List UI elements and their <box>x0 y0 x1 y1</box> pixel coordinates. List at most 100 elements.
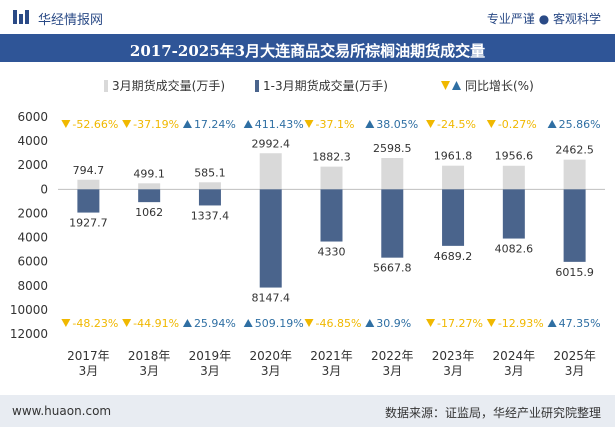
data-label-monthly: 794.7 <box>73 164 105 177</box>
yoy-cumulative-label: -17.27% <box>437 317 483 330</box>
data-label-monthly: 1961.8 <box>434 150 473 163</box>
x-tick-label: 3月 <box>139 364 159 378</box>
data-label-cumulative: 4330 <box>318 246 346 259</box>
y-tick-label: 10000 <box>10 303 48 317</box>
legend-down-triangle-icon <box>441 81 450 90</box>
footer-source: 数据来源：证监局，华经产业研究院整理 <box>384 406 601 420</box>
y-tick-label: 6000 <box>17 255 48 269</box>
y-tick-label: 4000 <box>17 134 48 148</box>
data-label-monthly: 499.1 <box>133 167 165 180</box>
yoy-cumulative-down-triangle-icon <box>122 319 132 327</box>
y-tick-label: 6000 <box>17 110 48 124</box>
yoy-monthly-label: -37.1% <box>316 118 355 131</box>
data-label-cumulative: 4082.6 <box>495 243 534 256</box>
data-label-cumulative: 8147.4 <box>251 292 290 305</box>
yoy-cumulative-down-triangle-icon <box>304 319 314 327</box>
footer-bar <box>0 395 615 427</box>
yoy-monthly-label: 411.43% <box>255 118 304 131</box>
bar-monthly <box>198 182 221 190</box>
yoy-monthly-label: -37.19% <box>133 118 179 131</box>
x-tick-label: 2025年 <box>553 349 596 363</box>
yoy-cumulative-label: -48.23% <box>72 317 118 330</box>
yoy-monthly-label: -24.5% <box>437 118 476 131</box>
data-label-cumulative: 5667.8 <box>373 262 412 275</box>
legend-label-cumulative: 1-3月期货成交量(万手) <box>263 78 388 93</box>
yoy-monthly-label: -0.27% <box>498 118 537 131</box>
data-label-monthly: 1882.3 <box>312 151 351 164</box>
yoy-cumulative-down-triangle-icon <box>426 319 436 327</box>
bar-cumulative <box>381 189 404 258</box>
legend-label-yoy: 同比增长(%) <box>465 79 534 93</box>
footer-site: www.huaon.com <box>12 404 112 418</box>
chart-title: 2017-2025年3月大连商品交易所棕榈油期货成交量 <box>129 42 486 60</box>
data-label-cumulative: 1062 <box>135 206 163 219</box>
yoy-monthly-up-triangle-icon <box>182 120 192 128</box>
x-tick-label: 2020年 <box>249 349 292 363</box>
yoy-monthly-up-triangle-icon <box>547 120 557 128</box>
yoy-monthly-down-triangle-icon <box>304 120 314 128</box>
yoy-cumulative-label: 30.9% <box>376 317 411 330</box>
yoy-cumulative-up-triangle-icon <box>365 319 375 327</box>
x-tick-label: 2021年 <box>310 349 353 363</box>
data-label-monthly: 585.1 <box>194 166 226 179</box>
yoy-cumulative-label: 25.94% <box>194 317 236 330</box>
x-tick-label: 3月 <box>443 364 463 378</box>
title-bar <box>0 34 615 62</box>
legend-up-triangle-icon <box>452 81 461 90</box>
x-tick-label: 2023年 <box>432 349 475 363</box>
x-tick-label: 3月 <box>79 364 99 378</box>
x-tick-label: 2022年 <box>371 349 414 363</box>
bar-monthly <box>381 158 404 190</box>
yoy-monthly-label: 38.05% <box>376 118 418 131</box>
y-tick-label: 2000 <box>17 206 48 220</box>
x-tick-label: 2019年 <box>189 349 232 363</box>
huajing-logo-icon <box>13 10 29 24</box>
data-label-monthly: 2992.4 <box>251 137 290 150</box>
bar-monthly <box>259 153 282 190</box>
x-tick-label: 2017年 <box>67 349 110 363</box>
yoy-cumulative-label: 47.35% <box>559 317 601 330</box>
yoy-cumulative-label: -44.91% <box>133 317 179 330</box>
bar-monthly <box>442 165 465 190</box>
yoy-cumulative-label: -12.93% <box>498 317 544 330</box>
yoy-cumulative-down-triangle-icon <box>486 319 496 327</box>
y-tick-label: 0 <box>40 182 48 196</box>
y-tick-label: 2000 <box>17 158 48 172</box>
data-label-cumulative: 1927.7 <box>69 217 108 230</box>
bar-monthly <box>502 165 525 190</box>
data-label-monthly: 2462.5 <box>555 144 594 157</box>
legend-swatch-cumulative <box>255 80 259 92</box>
bar-monthly <box>320 166 343 190</box>
bar-cumulative <box>138 189 161 203</box>
yoy-cumulative-up-triangle-icon <box>547 319 557 327</box>
yoy-cumulative-up-triangle-icon <box>243 319 253 327</box>
legend-swatch-monthly <box>104 80 108 92</box>
yoy-cumulative-down-triangle-icon <box>61 319 71 327</box>
bar-cumulative <box>320 189 343 242</box>
x-tick-label: 3月 <box>504 364 524 378</box>
data-label-cumulative: 4689.2 <box>434 250 473 263</box>
yoy-cumulative-label: 509.19% <box>255 317 304 330</box>
x-tick-label: 3月 <box>261 364 281 378</box>
x-tick-label: 2024年 <box>493 349 536 363</box>
brand-name: 华经情报网 <box>38 13 104 28</box>
x-tick-label: 2018年 <box>128 349 171 363</box>
yoy-cumulative-up-triangle-icon <box>182 319 192 327</box>
bar-monthly <box>138 183 161 190</box>
bar-monthly <box>563 159 586 190</box>
bar-cumulative <box>259 189 282 288</box>
yoy-monthly-label: 25.86% <box>559 118 601 131</box>
x-tick-label: 3月 <box>565 364 585 378</box>
y-tick-label: 12000 <box>10 327 48 341</box>
data-label-monthly: 1956.6 <box>495 150 534 163</box>
data-label-monthly: 2598.5 <box>373 142 412 155</box>
data-label-cumulative: 6015.9 <box>555 266 594 279</box>
yoy-monthly-label: -52.66% <box>72 118 118 131</box>
yoy-monthly-up-triangle-icon <box>243 120 253 128</box>
yoy-monthly-down-triangle-icon <box>122 120 132 128</box>
y-tick-label: 8000 <box>17 279 48 293</box>
yoy-monthly-down-triangle-icon <box>486 120 496 128</box>
y-tick-label: 4000 <box>17 231 48 245</box>
bar-cumulative <box>77 189 100 213</box>
bar-cumulative <box>198 189 221 206</box>
